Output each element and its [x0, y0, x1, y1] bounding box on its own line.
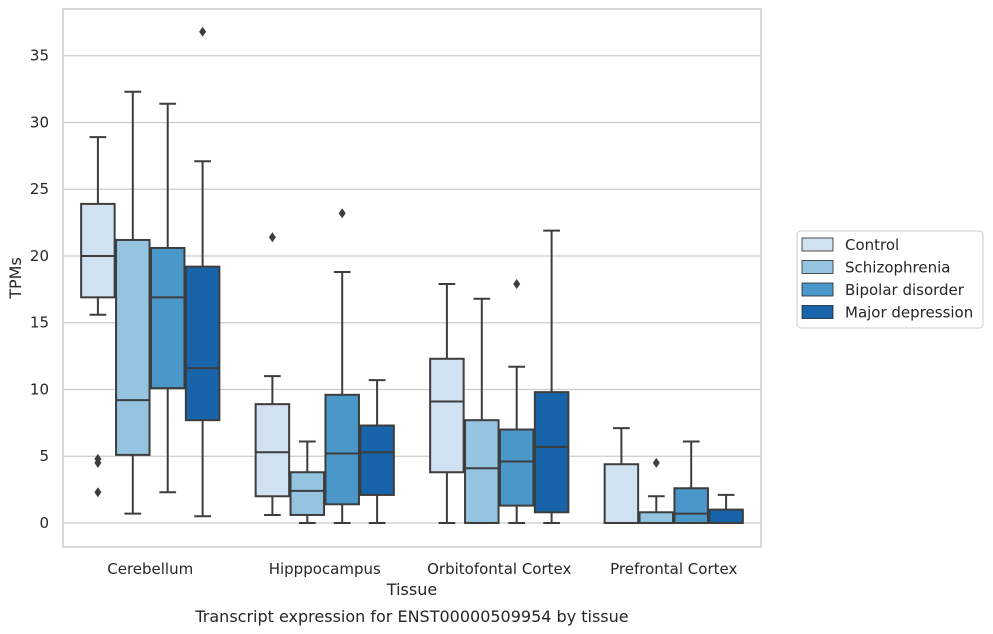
y-tick-label: 0	[39, 514, 49, 532]
box-group	[673, 440, 709, 524]
y-tick-label: 30	[30, 113, 49, 131]
box-group	[289, 440, 326, 524]
box-group	[254, 232, 291, 516]
y-axis-label: TPMs	[6, 257, 25, 300]
box-group	[708, 493, 744, 524]
box	[673, 487, 709, 524]
legend-swatch	[801, 237, 834, 252]
box	[533, 391, 570, 514]
legend-swatch	[801, 305, 834, 319]
box	[638, 511, 675, 524]
x-axis-ticks: Cerebellum Hipppocampus Orbitofontal Corte…	[107, 560, 737, 578]
box-group	[498, 279, 535, 524]
legend: Control Schizophrenia Bipolar disorder Majo…	[796, 230, 984, 329]
box-group	[324, 208, 360, 524]
legend-swatch	[801, 260, 834, 274]
legend-label: Major depression	[845, 304, 973, 322]
box	[289, 471, 326, 516]
outlier-point	[268, 232, 276, 243]
box	[80, 202, 116, 299]
outlier-point	[513, 279, 521, 290]
box-group	[638, 457, 675, 524]
chart-caption: Transcript expression for ENST0000050995…	[194, 607, 628, 626]
box	[254, 403, 291, 498]
box-group	[80, 136, 116, 498]
box	[184, 265, 221, 422]
x-axis-label: Tissue	[386, 580, 437, 599]
box	[464, 419, 500, 524]
box-group	[603, 427, 640, 524]
legend-swatch	[801, 282, 834, 297]
x-tick-label: Orbitofontal Cortex	[427, 560, 571, 578]
box	[603, 463, 640, 524]
box	[429, 357, 465, 474]
y-tick-label: 35	[30, 47, 49, 65]
outlier-point	[94, 457, 102, 468]
outlier-point	[199, 26, 207, 37]
box-group	[184, 26, 221, 518]
legend-label: Schizophrenia	[845, 259, 950, 277]
legend-label: Control	[845, 236, 899, 254]
box	[498, 428, 535, 507]
box-groups	[80, 26, 744, 524]
box	[324, 393, 360, 506]
outlier-point	[94, 487, 102, 498]
box	[149, 246, 186, 390]
y-tick-label: 10	[30, 380, 49, 398]
y-tick-label: 20	[30, 247, 49, 265]
box	[359, 424, 395, 496]
box-group	[359, 379, 395, 524]
legend-frame	[796, 230, 984, 329]
plot-frame	[62, 8, 762, 548]
y-tick-label: 5	[39, 447, 49, 465]
outlier-point	[338, 208, 346, 219]
x-tick-label: Hipppocampus	[269, 560, 381, 578]
box	[708, 508, 744, 524]
outlier-point	[652, 457, 660, 468]
box-group	[149, 102, 186, 494]
box-group	[464, 297, 500, 524]
box-group	[429, 283, 465, 524]
y-axis-ticks: 0 5 10 15 20 25 30 35	[30, 47, 49, 532]
x-tick-label: Prefrontal Cortex	[610, 560, 737, 578]
x-tick-label: Cerebellum	[107, 560, 193, 578]
box-group	[115, 90, 151, 515]
y-tick-label: 25	[30, 180, 49, 198]
legend-label: Bipolar disorder	[845, 281, 965, 299]
y-tick-label: 15	[30, 314, 49, 332]
box-group	[533, 229, 570, 524]
box	[115, 238, 151, 456]
